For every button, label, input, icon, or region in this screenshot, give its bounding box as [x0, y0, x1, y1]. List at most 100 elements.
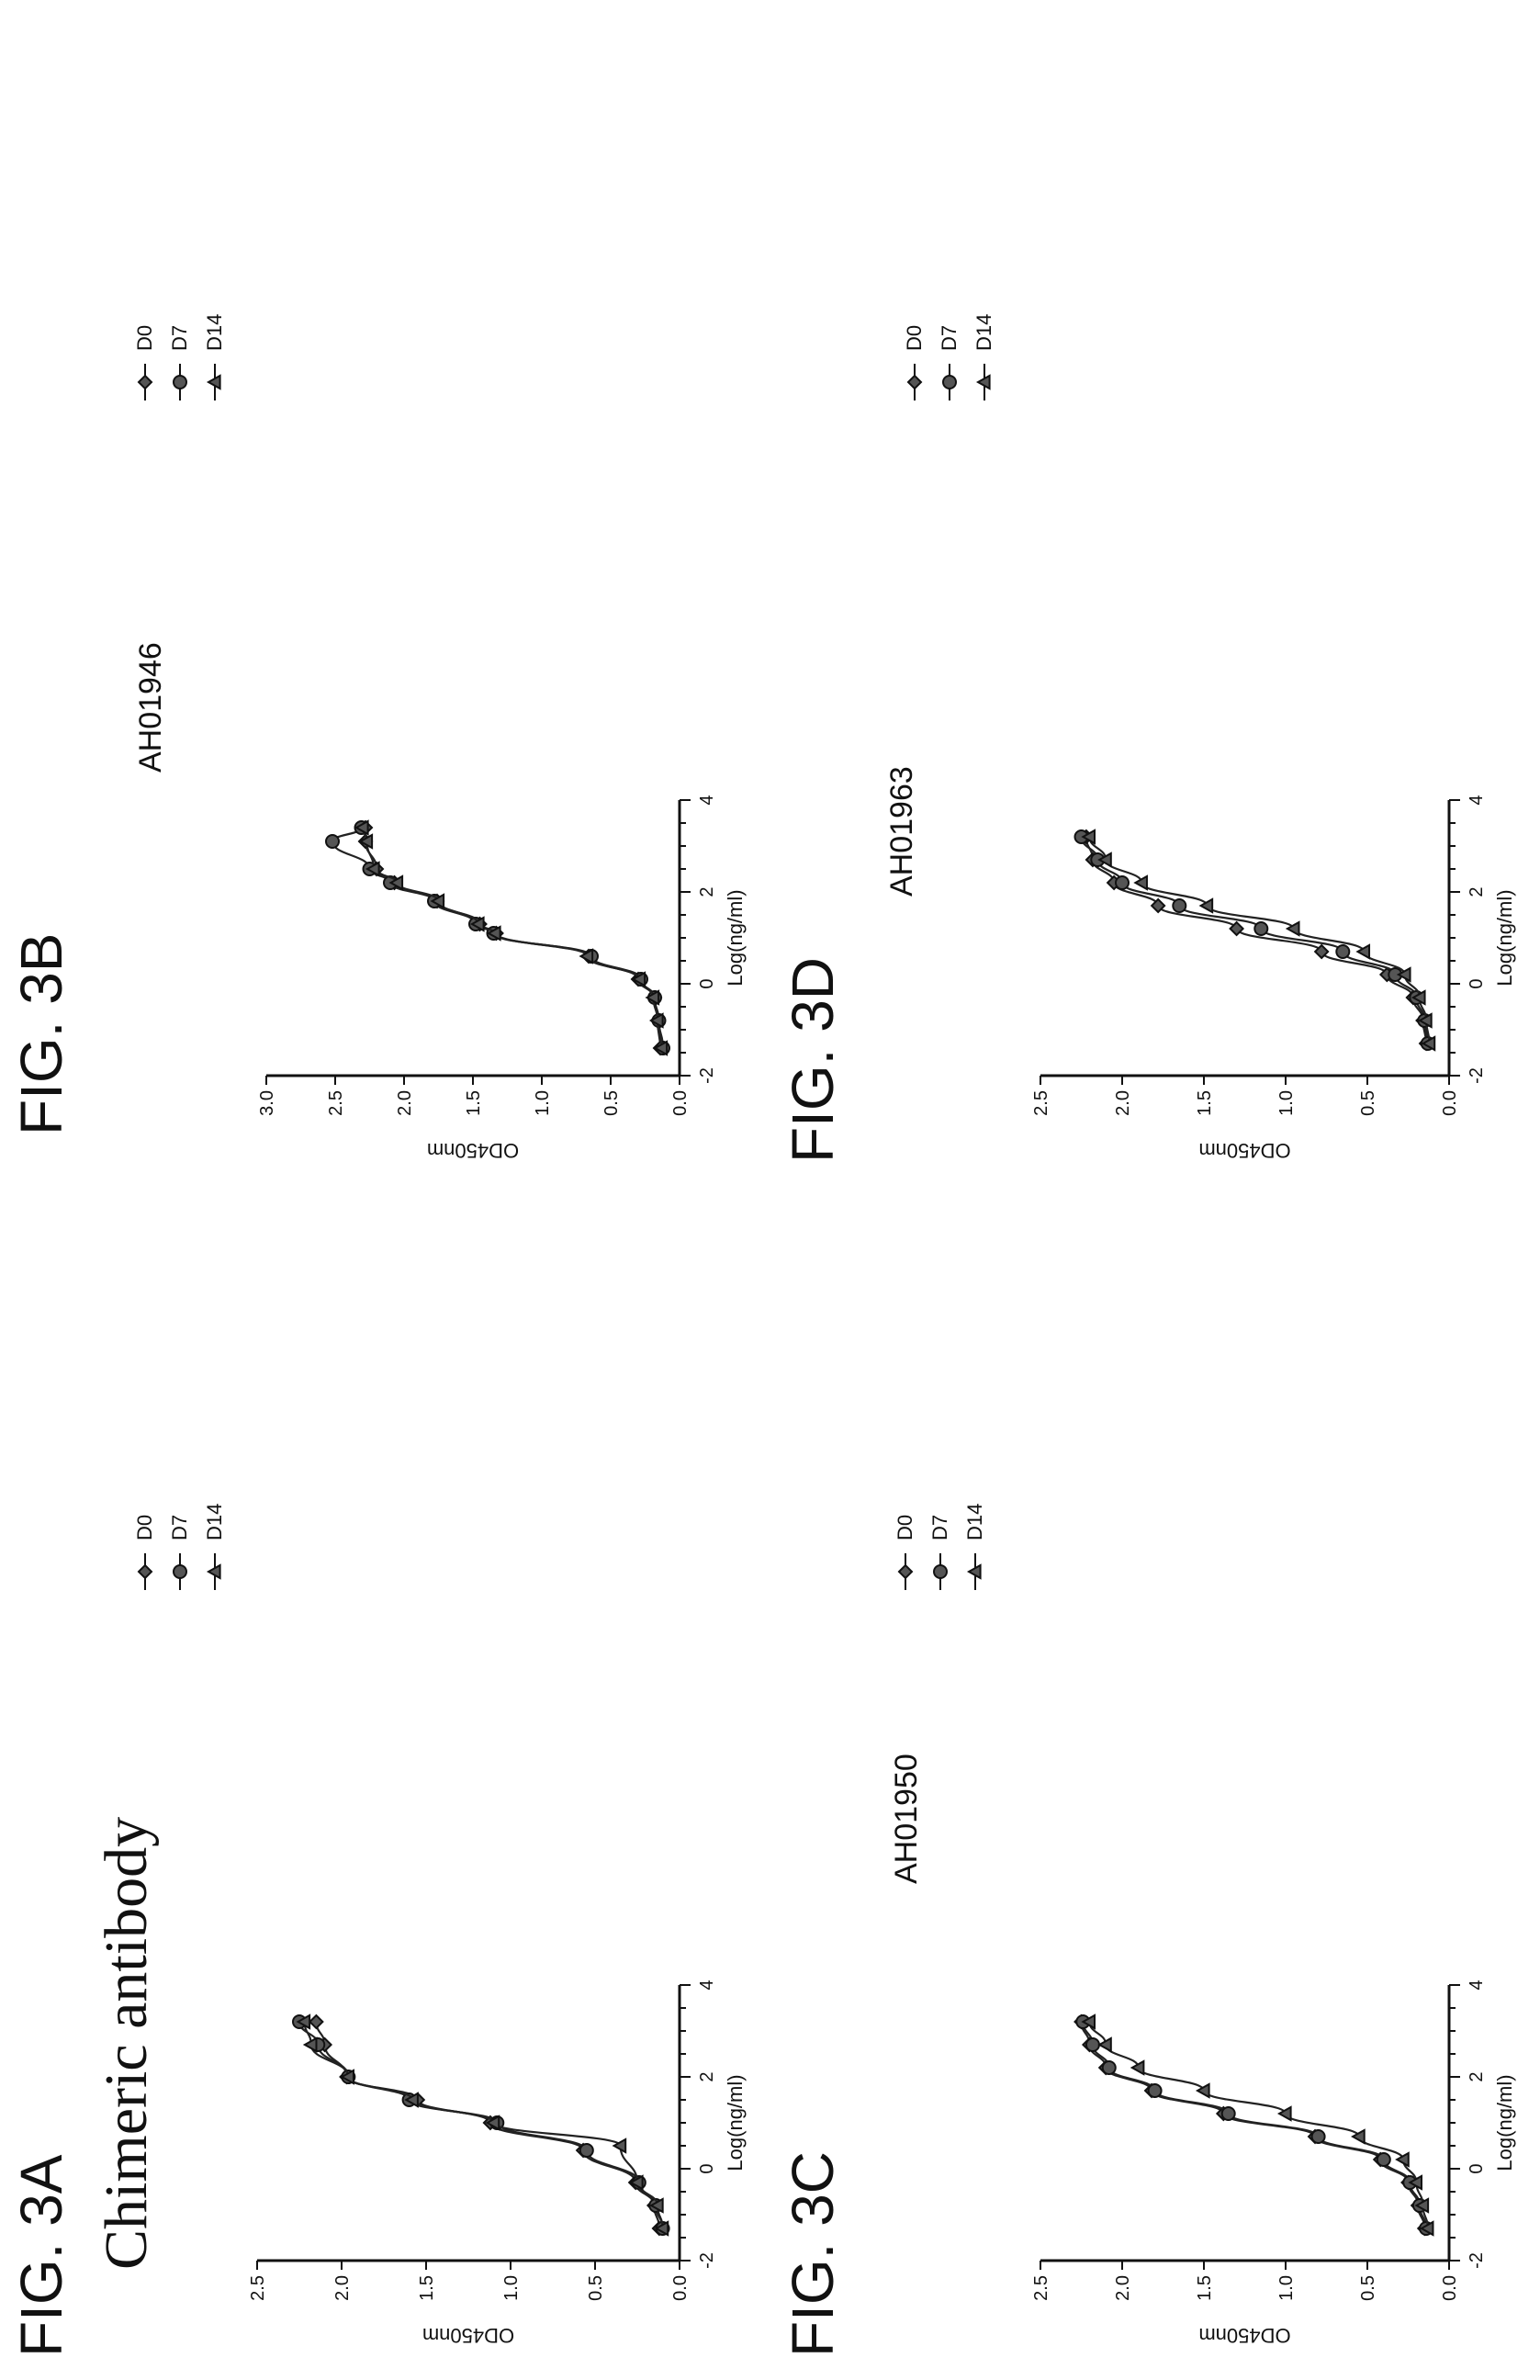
legend-label: D0: [894, 1515, 916, 1540]
y-tick-label: 1.5: [1195, 2275, 1215, 2301]
data-point: [485, 2115, 500, 2131]
data-point: [340, 2069, 354, 2085]
fit-curve: [1082, 2021, 1428, 2229]
data-point: [631, 971, 646, 987]
y-axis-label: OD450nm: [1198, 2324, 1290, 2347]
data-point: [404, 2092, 419, 2108]
data-point: [612, 2137, 627, 2154]
data-point: [354, 819, 369, 836]
legend-entry: D7: [928, 1515, 951, 1590]
y-tick-label: 2.0: [395, 1090, 415, 1116]
legend-entry: D0: [894, 1515, 916, 1590]
data-point: [137, 1563, 153, 1580]
legend-label: D0: [903, 325, 926, 351]
x-tick-label: -2: [697, 2252, 717, 2269]
axes: 0.0 0.5 1.0 1.5 2.0 2.5 -2 0 2 4 Log(ng/ml) OD450nm: [1031, 1980, 1516, 2347]
y-tick-label: 0.0: [670, 2275, 691, 2301]
data-point: [906, 374, 923, 390]
legend-entry: D14: [972, 314, 995, 400]
x-tick-label: 2: [697, 886, 717, 897]
data-point: [206, 1563, 221, 1580]
data-point: [975, 374, 991, 390]
fit-curve: [303, 2021, 664, 2229]
data-point: [1408, 2174, 1422, 2191]
data-point: [648, 1012, 664, 1029]
y-tick-label: 2.0: [1113, 1090, 1133, 1116]
data-point: [649, 2197, 664, 2214]
x-tick-label: 2: [697, 2071, 717, 2081]
data-point: [388, 874, 404, 891]
x-tick-label: 0: [1467, 978, 1487, 988]
legend-label: D14: [203, 314, 226, 351]
data-point: [1147, 2083, 1163, 2098]
panel-fig-3a: FIG. 3A Chimeric antibody 0.0 0.5 1.0 1.5 2.…: [0, 1190, 770, 2380]
series-D0: [357, 819, 669, 1056]
x-axis-label: Log(ng/ml): [1493, 2074, 1516, 2171]
legend-label: D14: [203, 1504, 226, 1540]
data-point: [173, 1564, 187, 1579]
x-axis-label: Log(ng/ml): [724, 889, 747, 986]
y-tick-label: 1.5: [1195, 1090, 1215, 1116]
x-tick-label: 4: [1467, 795, 1487, 805]
y-tick-label: 1.0: [1276, 2275, 1297, 2301]
data-point: [1229, 920, 1245, 937]
data-point: [1395, 2151, 1410, 2168]
x-tick-label: -2: [1467, 1067, 1487, 1084]
x-tick-label: 4: [1467, 1980, 1487, 1990]
x-tick-label: 0: [697, 978, 717, 988]
data-point: [1130, 2059, 1145, 2076]
y-tick-label: 0.5: [586, 2275, 606, 2301]
y-axis-label: OD450nm: [427, 1139, 519, 1162]
data-point: [308, 2013, 324, 2030]
chart-svg-3c: 0.0 0.5 1.0 1.5 2.0 2.5 -2 0 2 4 Log(ng/ml) OD450nm…: [894, 1504, 1516, 2347]
chart-svg-3a: 0.0 0.5 1.0 1.5 2.0 2.5 -2 0 2 4 Log(ng/ml) OD450nm…: [133, 1504, 747, 2347]
data-point: [1081, 829, 1096, 845]
x-tick-label: 0: [697, 2163, 717, 2173]
legend-entry: D14: [203, 1504, 226, 1590]
x-axis-label: Log(ng/ml): [724, 2074, 747, 2171]
data-point: [1133, 874, 1148, 891]
data-point: [579, 948, 594, 964]
data-point: [1081, 2013, 1096, 2030]
data-point: [358, 833, 374, 850]
y-tick-label: 2.0: [1113, 2275, 1133, 2301]
y-tick-label: 1.5: [464, 1090, 484, 1116]
data-point: [942, 375, 957, 389]
legend-entry: D7: [938, 325, 961, 400]
fit-curve: [298, 2021, 664, 2229]
data-point: [486, 925, 501, 942]
data-point: [1172, 898, 1187, 913]
data-point: [325, 834, 340, 849]
y-tick-label: 2.5: [1031, 1090, 1051, 1116]
data-point: [206, 374, 221, 390]
legend-entry: D0: [903, 325, 926, 400]
x-tick-label: 2: [1467, 886, 1487, 897]
data-point: [579, 2143, 594, 2158]
fit-curve: [1080, 2021, 1426, 2229]
y-tick-label: 2.0: [332, 2275, 353, 2301]
x-tick-label: 4: [697, 1980, 717, 1990]
y-axis-label: OD450nm: [422, 2324, 514, 2347]
series-D14: [354, 819, 669, 1056]
data-point: [1276, 2105, 1292, 2122]
data-point: [1355, 943, 1371, 960]
legend-label: D14: [963, 1504, 986, 1540]
y-tick-label: 0.0: [1440, 2275, 1460, 2301]
y-tick-label: 2.5: [248, 2275, 268, 2301]
fit-curve: [1085, 836, 1428, 1044]
fit-curve: [1088, 2021, 1429, 2229]
data-point: [430, 893, 445, 909]
data-point: [966, 1563, 982, 1580]
data-point: [933, 1564, 948, 1579]
legend-entry: D7: [168, 325, 191, 400]
y-tick-label: 0.5: [1358, 2275, 1378, 2301]
y-tick-label: 0.0: [1440, 1090, 1460, 1116]
data-point: [1335, 944, 1351, 959]
x-tick-label: -2: [697, 1067, 717, 1084]
axes: 0.0 0.5 1.0 1.5 2.0 2.5 -2 0 2 4 Log(ng/ml) OD450nm: [248, 1980, 747, 2347]
data-point: [1376, 2152, 1391, 2167]
data-point: [1411, 989, 1426, 1006]
data-point: [1198, 897, 1214, 914]
data-point: [1418, 1012, 1433, 1029]
